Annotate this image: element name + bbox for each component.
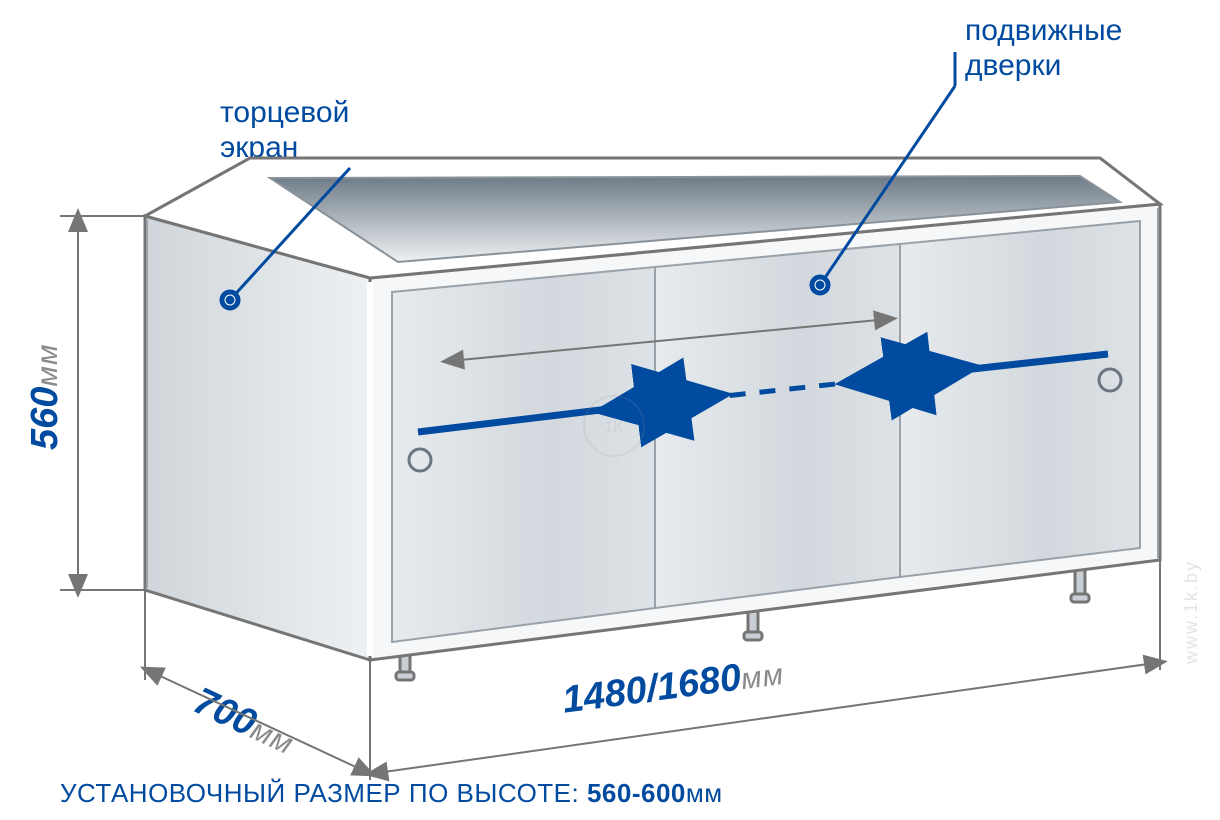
sliding-door-3 (900, 221, 1140, 577)
dim-height-lines (60, 216, 145, 590)
bathtub-diagram: 1K (0, 0, 1220, 820)
sliding-door-1 (392, 267, 655, 642)
svg-text:1K: 1K (604, 419, 624, 436)
end-panel-face (145, 216, 370, 660)
sliding-door-2 (655, 244, 900, 608)
